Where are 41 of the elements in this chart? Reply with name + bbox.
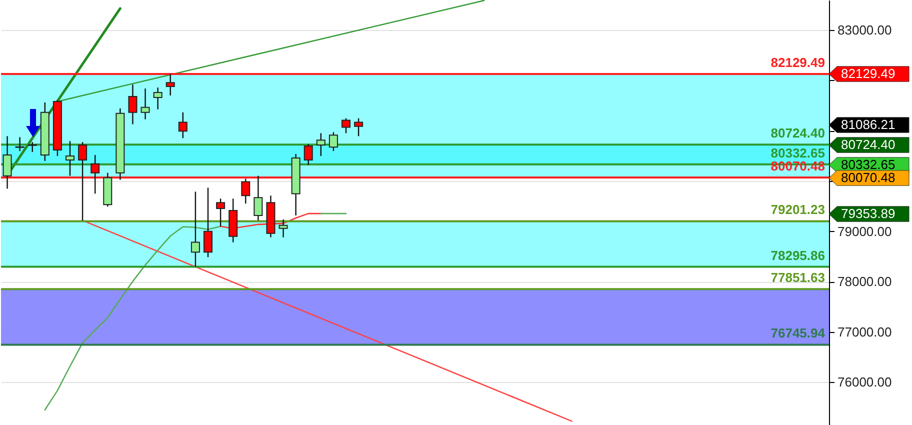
candlestick [278, 218, 288, 238]
candlestick [354, 118, 364, 137]
ref-line-label: 80724.40 [770, 126, 825, 141]
candlestick [166, 73, 175, 96]
ref-line-label: 78295.86 [770, 248, 825, 263]
y-tick-label: 76000.00 [838, 374, 892, 390]
candlestick [153, 86, 162, 110]
candlestick [66, 140, 74, 176]
candlestick [15, 136, 24, 152]
candlestick [342, 118, 350, 134]
candlestick [128, 84, 138, 125]
text: 81086.21 [841, 117, 896, 132]
text: 79353.89 [841, 206, 896, 221]
candlestick [204, 187, 212, 258]
text: 80332.65 [841, 157, 896, 172]
candlestick [2, 136, 12, 190]
y-tick-label: 83000.00 [838, 22, 892, 38]
candlestick [254, 175, 263, 222]
candlestick [190, 191, 200, 268]
text: 82129.49 [841, 66, 896, 81]
ref-line-label: 82129.49 [770, 54, 825, 70]
text: 80724.40 [841, 137, 896, 152]
candlestick [78, 141, 88, 222]
ref-line-label: 77851.63 [770, 270, 825, 286]
candlestick [304, 144, 313, 166]
candlestick [316, 132, 326, 157]
candlestick [241, 178, 250, 204]
ref-line-label: 80332.65 [770, 145, 825, 160]
candlestick [328, 132, 338, 152]
text: 80070.48 [841, 170, 896, 185]
line-series [44, 226, 222, 411]
candlestick [90, 154, 100, 194]
candlestick [178, 112, 188, 139]
ref-line-label: 76745.94 [770, 326, 826, 341]
candlestick [28, 141, 37, 153]
candlestick [216, 198, 226, 227]
y-tick-label: 77000.00 [838, 324, 892, 340]
ref-line-label: 79201.23 [770, 202, 825, 218]
y-tick-label: 78000.00 [838, 274, 892, 290]
candlestick [140, 88, 150, 120]
y-tick-label: 79000.00 [838, 224, 892, 239]
